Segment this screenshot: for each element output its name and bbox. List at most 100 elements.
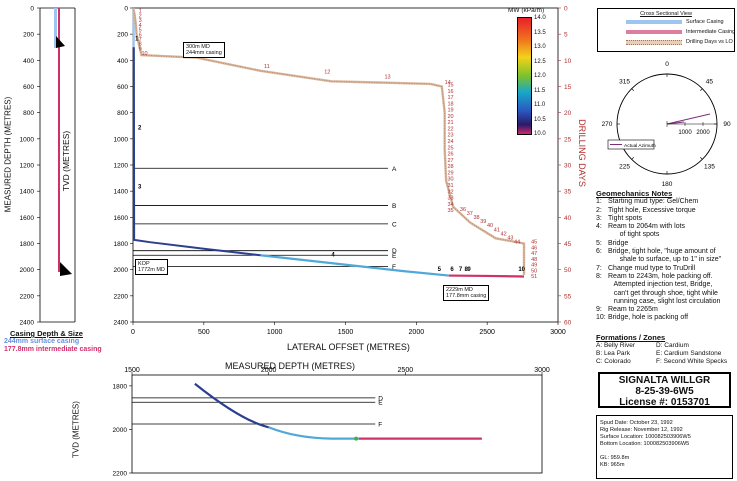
y-tick-label: 400 xyxy=(117,58,128,65)
md-tick-label: 400 xyxy=(23,58,34,65)
y-tick-label: 1400 xyxy=(114,189,129,196)
note-item: running case, slight lost circulation xyxy=(608,297,721,305)
drilling-day-label: 45 xyxy=(531,240,537,246)
mw-color-bar xyxy=(517,17,532,135)
info-line: Rig Release: November 12, 1992 xyxy=(600,427,683,433)
casing-surface: 244mm surface casing xyxy=(4,338,80,345)
drilling-day-label: 44 xyxy=(514,240,520,246)
formation-item: C: Colorado xyxy=(596,358,631,365)
trajectory-note-label: 7 xyxy=(459,267,463,273)
formation-label: D xyxy=(392,248,397,255)
day-tick-label: 35 xyxy=(564,189,572,196)
bottom-x-tick: 1500 xyxy=(124,367,140,374)
compass-label: 315 xyxy=(619,79,630,86)
drilling-day-label: 25 xyxy=(448,145,454,151)
bottom-y-tick: 2000 xyxy=(113,427,128,434)
drilling-day-label: 38 xyxy=(473,215,479,221)
y-tick-label: 600 xyxy=(117,84,128,91)
drilling-day-label: 40 xyxy=(487,223,493,229)
legend-surface: Surface Casing xyxy=(686,19,724,25)
casing-2229-size: 177.8mm casing xyxy=(446,293,487,299)
mw-tick-label: 12.5 xyxy=(534,58,546,65)
info-line: Surface Location: 100082503906W5 xyxy=(600,434,691,440)
drilling-day-label: 1 xyxy=(139,9,142,15)
y-tick-label: 1800 xyxy=(114,241,129,248)
x-tick-label: 0 xyxy=(131,329,135,336)
well-title-box: SIGNALTA WILLGR 8-25-39-6W5 License #: 0… xyxy=(598,372,731,408)
formations-zones: Formations / Zones A: Belly River D: Card… xyxy=(596,334,736,366)
md-tick-label: 2000 xyxy=(20,267,35,274)
drilling-day-label: 33 xyxy=(448,196,454,202)
drilling-day-label: 2 xyxy=(139,13,142,19)
trajectory-note-label: 5 xyxy=(438,267,442,273)
bottom-formation-label: D xyxy=(378,395,383,402)
compass-label: 0 xyxy=(665,61,669,68)
md-axis-label: MEASURED DEPTH (METRES) xyxy=(3,96,13,213)
casing-title: Casing Depth & Size xyxy=(10,329,83,338)
legend-intermediate: Intermediate Casing xyxy=(686,29,736,35)
zoom-chart: 1500 2000 2500 3000 1800 2000 2200 DE F xyxy=(113,367,550,478)
casing-2229-annotation: 2229m MD 177.8mm casing xyxy=(443,285,490,301)
bottom-x-tick: 3000 xyxy=(534,367,550,374)
day-tick-label: 60 xyxy=(564,320,572,327)
mw-tick-label: 10.0 xyxy=(534,131,546,137)
note-item: Attempted injection test, Bridge, xyxy=(608,281,713,289)
x-tick-label: 500 xyxy=(198,329,210,336)
trajectory-lateral xyxy=(260,254,449,277)
intermediate-casing-bar xyxy=(58,8,60,272)
trajectory-note-label: 10 xyxy=(518,267,525,273)
md-tick-label: 1400 xyxy=(20,189,35,196)
well-info-box: Spud Date: October 23, 1992 Rig Release: … xyxy=(596,415,733,479)
legend-swatch-days xyxy=(626,40,682,45)
y-tick-label: 1200 xyxy=(114,163,129,170)
formation-item: D: Cardium xyxy=(656,342,689,349)
mw-tick-label: 11.5 xyxy=(534,87,546,94)
drilling-day-label: 32 xyxy=(448,189,454,195)
compass-legend-label: Actual Azimuth xyxy=(624,143,656,149)
day-tick-label: 25 xyxy=(564,136,572,143)
tvd-axis-label: TVD (METRES) xyxy=(61,130,71,192)
azimuth-compass: 0 45 90 135 180 225 270 315 1000 2000 Actual Azimu… xyxy=(602,61,731,188)
day-tick-label: 45 xyxy=(564,241,572,248)
y-tick-label: 2200 xyxy=(114,293,129,300)
drilling-day-label: 26 xyxy=(448,152,454,158)
surface-casing-bar xyxy=(54,8,57,48)
drilling-day-label: 16 xyxy=(448,89,454,95)
drilling-day-label: 17 xyxy=(448,95,454,101)
measured-depth-panel: 0 200 400 600 800 1000 1200 1400 1600 1800 2000 220… xyxy=(20,6,76,327)
formation-label: E xyxy=(392,253,397,260)
x-tick-label: 2000 xyxy=(409,329,425,336)
drilling-day-label: 35 xyxy=(448,208,454,214)
trajectory-note-label: 6 xyxy=(450,267,454,273)
drilling-day-label: 6 xyxy=(139,32,142,38)
well-name: SIGNALTA WILLGR xyxy=(618,375,711,386)
formation-label: C xyxy=(392,221,397,228)
md-tick-label: 2200 xyxy=(20,293,35,300)
drilling-day-label: 30 xyxy=(448,177,454,183)
formation-label: B xyxy=(392,203,396,210)
casing-300-size: 244mm casing xyxy=(186,50,222,56)
bottom-trajectory-lateral xyxy=(268,426,359,440)
info-line: GL: 959.8m xyxy=(600,455,630,461)
md-tick-label: 0 xyxy=(30,6,34,13)
kop-md: 1772m MD xyxy=(138,267,165,273)
trajectory-note-label: 4 xyxy=(331,253,335,259)
drilling-day-label: 39 xyxy=(480,219,486,225)
md-tick-label: 200 xyxy=(23,32,34,39)
geomechanics-notes: Geomechanics Notes 1: Starting mud type: … xyxy=(596,189,736,323)
formation-label: A xyxy=(392,166,397,173)
drilling-day-label: 19 xyxy=(448,108,454,114)
info-line: KB: 965m xyxy=(600,462,625,468)
drilling-day-label: 51 xyxy=(531,274,537,280)
compass-label: 90 xyxy=(723,121,731,128)
note-item: can't get through shoe, tight while xyxy=(608,289,718,297)
lateral-offset-label: LATERAL OFFSET (METRES) xyxy=(287,342,410,352)
trajectory-intermediate xyxy=(448,274,525,278)
day-tick-label: 10 xyxy=(564,58,572,65)
drilling-day-label: 23 xyxy=(448,133,454,139)
azimuth-line xyxy=(666,113,711,125)
surface-shoe xyxy=(56,36,65,48)
mw-tick-label: 11.0 xyxy=(534,102,546,108)
y-tick-label: 1000 xyxy=(114,136,129,143)
drilling-day-label: 7 xyxy=(139,37,142,43)
